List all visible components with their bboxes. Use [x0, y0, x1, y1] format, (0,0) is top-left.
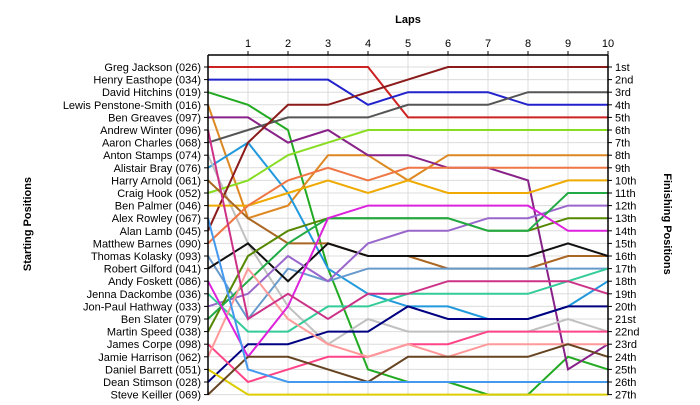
start-position-label: Greg Jackson (026): [104, 62, 201, 74]
start-position-label: Steve Keiller (069): [111, 390, 202, 402]
series-line: [207, 91, 608, 144]
start-position-label: Alex Rowley (067): [112, 213, 201, 225]
series-line: [207, 255, 608, 321]
x-tick-label: 5: [405, 38, 411, 50]
series-line: [207, 129, 609, 321]
start-position-label: Aaron Charles (068): [102, 138, 201, 150]
start-position-label: Dean Stimson (028): [103, 377, 201, 389]
series-line: [207, 368, 608, 396]
finish-position-label: 3rd: [615, 87, 631, 99]
finish-position-label: 9th: [615, 163, 630, 175]
start-position-label: Anton Stamps (074): [103, 150, 201, 162]
series-line: [208, 179, 608, 207]
series-line: [208, 66, 608, 119]
series-line: [208, 116, 609, 372]
finish-position-label: 11th: [615, 188, 636, 200]
start-position-label: Thomas Kolasky (093): [91, 251, 201, 263]
x-tick-label: 9: [565, 38, 571, 50]
finish-position-label: 14th: [615, 226, 636, 238]
series-lines: [207, 66, 609, 396]
finish-position-label: 13th: [615, 213, 636, 225]
finish-position-label: 22nd: [615, 327, 639, 339]
start-position-label: Andy Foskett (086): [108, 276, 201, 288]
finish-labels: 1st2nd3rd4th5th6th7th8th9th10th11th12th1…: [615, 62, 639, 402]
x-axis-title: Laps: [395, 14, 421, 26]
series-line: [207, 129, 608, 194]
x-tick-label: 1: [245, 38, 251, 50]
finish-position-label: 23rd: [615, 339, 637, 351]
start-position-label: Andrew Winter (096): [100, 125, 201, 137]
start-position-label: Henry Easthope (034): [93, 75, 201, 87]
finish-position-label: 5th: [615, 112, 630, 124]
finish-position-label: 2nd: [615, 75, 633, 87]
start-position-label: Jon-Paul Hathway (033): [83, 301, 201, 313]
start-position-label: Ben Slater (079): [121, 314, 201, 326]
start-position-label: Harry Arnold (061): [111, 175, 201, 187]
series-line: [207, 192, 608, 320]
series-line: [207, 66, 608, 232]
finish-position-label: 10th: [615, 175, 636, 187]
finish-position-label: 20th: [615, 301, 636, 313]
series-line: [207, 217, 608, 383]
start-position-label: Robert Gilford (041): [104, 264, 201, 276]
x-tick-label: 2: [285, 38, 291, 50]
start-position-label: Jamie Harrison (062): [98, 352, 201, 364]
finish-position-label: 15th: [615, 238, 636, 250]
left-axis-title: Starting Positions: [22, 177, 34, 271]
finish-position-label: 18th: [615, 276, 636, 288]
start-position-label: Craig Hook (052): [117, 188, 201, 200]
start-position-label: Ben Greaves (097): [108, 112, 201, 124]
x-tick-label: 7: [485, 38, 491, 50]
x-tick-label: 10: [602, 38, 614, 50]
start-position-label: Ben Palmer (046): [115, 201, 201, 213]
series-line: [207, 166, 608, 245]
x-tick-labels: 1 2 3 4 5 6 7 8 9 10: [245, 38, 614, 50]
finish-position-label: 12th: [615, 201, 636, 213]
start-position-label: Lewis Penstone-Smith (016): [63, 100, 201, 112]
series-line: [207, 305, 608, 383]
x-tick-label: 3: [325, 38, 331, 50]
finish-position-label: 7th: [615, 138, 630, 150]
right-axis-title: Finishing Positions: [661, 173, 673, 274]
series-line: [207, 343, 609, 396]
finish-position-label: 6th: [615, 125, 630, 137]
start-position-label: Jenna Dackombe (036): [87, 289, 201, 301]
start-position-label: James Corpe (098): [107, 339, 201, 351]
start-position-label: Daniel Barrett (051): [105, 364, 201, 376]
finish-position-label: 8th: [615, 150, 630, 162]
series-line: [208, 78, 608, 106]
start-position-label: Matthew Barnes (090): [93, 238, 201, 250]
finish-position-label: 27th: [615, 390, 636, 402]
finish-position-label: 4th: [615, 100, 630, 112]
finish-position-label: 17th: [615, 264, 636, 276]
start-position-label: Alistair Bray (076): [114, 163, 201, 175]
finish-position-label: 26th: [615, 377, 636, 389]
axes: [204, 51, 612, 396]
finish-position-label: 16th: [615, 251, 636, 263]
x-tick-label: 8: [525, 38, 531, 50]
start-position-label: David Hitchins (019): [102, 87, 201, 99]
start-position-label: Alan Lamb (045): [120, 226, 201, 238]
finish-position-label: 1st: [615, 62, 630, 74]
series-line: [207, 204, 608, 359]
finish-position-label: 25th: [615, 364, 636, 376]
start-labels: Greg Jackson (026)Henry Easthope (034)Da…: [63, 62, 201, 402]
x-tick-label: 4: [365, 38, 371, 50]
finish-position-label: 21st: [615, 314, 636, 326]
finish-position-label: 24th: [615, 352, 636, 364]
finish-position-label: 19th: [615, 289, 636, 301]
x-tick-label: 6: [445, 38, 451, 50]
start-position-label: Martin Speed (038): [107, 327, 201, 339]
